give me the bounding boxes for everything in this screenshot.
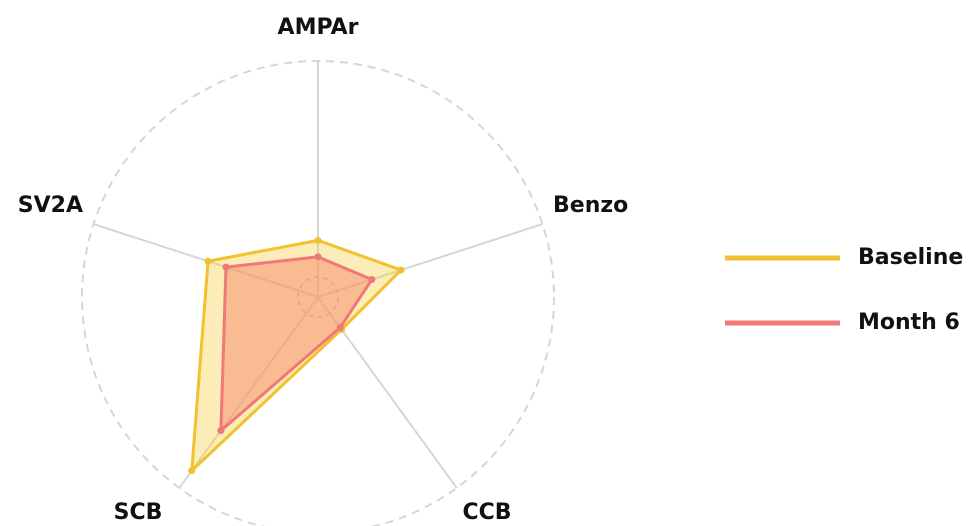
data-point: [368, 275, 376, 283]
data-point: [222, 263, 230, 271]
series-area: [219, 255, 374, 433]
inner-ring: [297, 276, 339, 318]
category-label: Benzo: [553, 193, 628, 218]
category-label: AMPAr: [278, 15, 359, 40]
data-point: [188, 467, 196, 475]
data-point: [204, 257, 212, 265]
data-point: [217, 427, 225, 435]
data-point: [314, 253, 322, 261]
data-point: [314, 236, 322, 244]
data-point: [336, 324, 344, 332]
data-point: [397, 266, 405, 274]
category-label: SCB: [114, 500, 163, 525]
category-label: CCB: [462, 500, 511, 525]
legend-label: Month 6: [858, 310, 960, 335]
legend-label: Baseline: [858, 245, 963, 270]
category-label: SV2A: [18, 193, 83, 218]
